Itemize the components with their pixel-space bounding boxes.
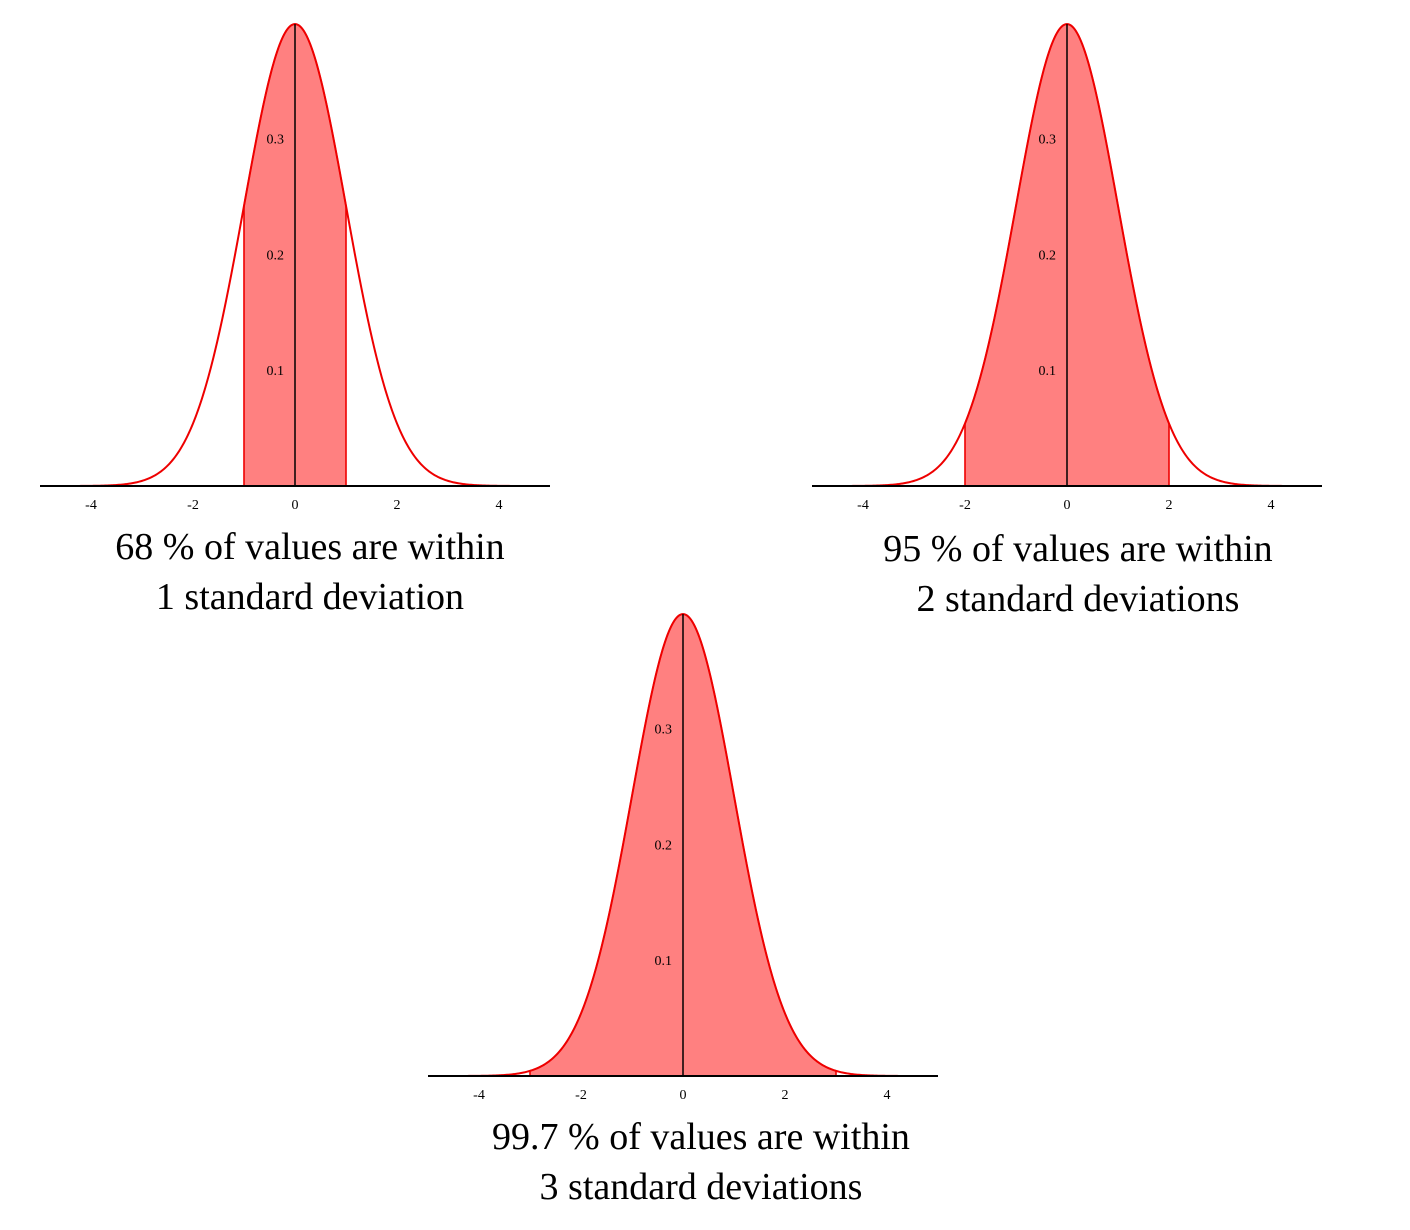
caption-line-1: 68 % of values are within: [115, 526, 505, 568]
caption-3sd: 99.7 % of values are within 3 standard d…: [421, 1112, 981, 1212]
caption-1sd: 68 % of values are within 1 standard dev…: [30, 522, 590, 622]
x-tick-label: 4: [496, 498, 503, 513]
y-tick-label: 0.3: [655, 723, 673, 738]
x-tick-label: -2: [575, 1088, 587, 1103]
chart-panel-1sd: -4 -2 0 2 4 0.1 0.2 0.3 68 % of values are with…: [40, 10, 580, 618]
x-tick-label: 0: [1064, 498, 1071, 513]
normal-curve-chart-2sd: -4 -2 0 2 4 0.1 0.2 0.3: [812, 23, 1322, 513]
x-tick-label: -2: [187, 498, 199, 513]
caption-line-2: 2 standard deviations: [916, 578, 1240, 620]
x-tick-label: -4: [85, 498, 97, 513]
caption-line-1: 95 % of values are within: [883, 528, 1273, 570]
x-tick-label: -2: [959, 498, 971, 513]
y-tick-label: 0.1: [1039, 364, 1057, 379]
chart-panel-2sd: -4 -2 0 2 4 0.1 0.2 0.3 95 % of values are with…: [812, 10, 1352, 620]
y-tick-label: 0.3: [1039, 133, 1057, 148]
normal-curve-chart-1sd: -4 -2 0 2 4 0.1 0.2 0.3: [40, 23, 550, 513]
y-tick-label: 0.1: [655, 954, 673, 969]
x-tick-label: -4: [857, 498, 869, 513]
chart-panel-3sd: -4 -2 0 2 4 0.1 0.2 0.3 99.7 % of values are wi…: [428, 600, 968, 1208]
x-tick-label: 2: [782, 1088, 789, 1103]
y-tick-label: 0.1: [267, 364, 285, 379]
caption-line-2: 3 standard deviations: [539, 1166, 863, 1208]
caption-line-1: 99.7 % of values are within: [492, 1116, 910, 1158]
x-tick-label: 0: [292, 498, 299, 513]
x-tick-label: 4: [884, 1088, 891, 1103]
x-tick-label: 2: [1166, 498, 1173, 513]
caption-2sd: 95 % of values are within 2 standard dev…: [798, 524, 1358, 624]
x-tick-label: 4: [1268, 498, 1275, 513]
x-tick-label: -4: [473, 1088, 485, 1103]
x-tick-label: 0: [680, 1088, 687, 1103]
normal-curve-chart-3sd: -4 -2 0 2 4 0.1 0.2 0.3: [428, 613, 938, 1103]
y-tick-label: 0.2: [655, 838, 673, 853]
y-tick-label: 0.3: [267, 133, 285, 148]
caption-line-2: 1 standard deviation: [155, 576, 465, 618]
y-tick-label: 0.2: [267, 248, 285, 263]
x-tick-label: 2: [394, 498, 401, 513]
y-tick-label: 0.2: [1039, 248, 1057, 263]
